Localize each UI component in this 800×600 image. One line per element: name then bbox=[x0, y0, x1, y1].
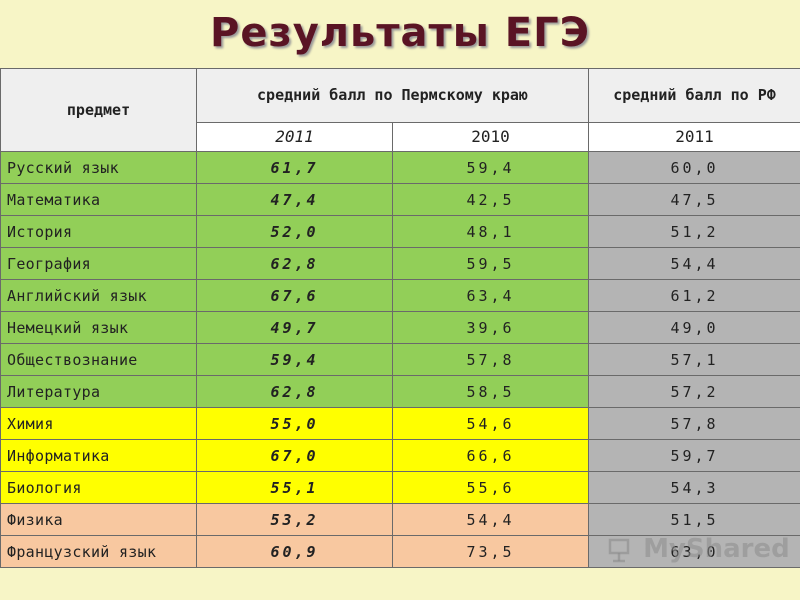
results-table: предмет средний балл по Пермскому краю с… bbox=[0, 68, 800, 568]
watermark-text: MyShared bbox=[643, 534, 790, 564]
table-row: География 62,8 59,5 54,4 bbox=[0, 247, 800, 280]
table-row: Информатика 67,0 66,6 59,7 bbox=[0, 439, 800, 472]
table-row: Биология 55,1 55,6 54,3 bbox=[0, 471, 800, 504]
header-perm-avg: средний балл по Пермскому краю bbox=[196, 68, 589, 123]
perm-2011-cell: 60,9 bbox=[196, 535, 393, 568]
table-row: Английский язык 67,6 63,4 61,2 bbox=[0, 279, 800, 312]
table-row: История 52,0 48,1 51,2 bbox=[0, 215, 800, 248]
rf-2011-cell: 57,1 bbox=[588, 343, 800, 376]
perm-2010-cell: 59,4 bbox=[392, 151, 589, 184]
rf-2011-cell: 51,5 bbox=[588, 503, 800, 536]
subject-cell: Литература bbox=[0, 375, 197, 408]
rf-2011-cell: 57,2 bbox=[588, 375, 800, 408]
rf-2011-cell: 47,5 bbox=[588, 183, 800, 216]
perm-2011-cell: 52,0 bbox=[196, 215, 393, 248]
perm-2010-cell: 48,1 bbox=[392, 215, 589, 248]
subject-cell: Биология bbox=[0, 471, 197, 504]
perm-2011-cell: 59,4 bbox=[196, 343, 393, 376]
table-row: Немецкий язык 49,7 39,6 49,0 bbox=[0, 311, 800, 344]
perm-2010-cell: 54,6 bbox=[392, 407, 589, 440]
subject-cell: Математика bbox=[0, 183, 197, 216]
subject-cell: Обществознание bbox=[0, 343, 197, 376]
perm-2010-cell: 58,5 bbox=[392, 375, 589, 408]
table-row: Химия 55,0 54,6 57,8 bbox=[0, 407, 800, 440]
page-title: Результаты ЕГЭ bbox=[210, 10, 590, 56]
subject-cell: Французский язык bbox=[0, 535, 197, 568]
rf-2011-cell: 49,0 bbox=[588, 311, 800, 344]
watermark: MyShared bbox=[608, 534, 790, 564]
header-year-perm-2011: 2011 bbox=[196, 121, 393, 153]
rf-2011-cell: 61,2 bbox=[588, 279, 800, 312]
table-row: Обществознание 59,4 57,8 57,1 bbox=[0, 343, 800, 376]
perm-2010-cell: 66,6 bbox=[392, 439, 589, 472]
table-row: Математика 47,4 42,5 47,5 bbox=[0, 183, 800, 216]
perm-2011-cell: 55,1 bbox=[196, 471, 393, 504]
subject-cell: Информатика bbox=[0, 439, 197, 472]
table-row: Русский язык 61,7 59,4 60,0 bbox=[0, 151, 800, 184]
perm-2011-cell: 61,7 bbox=[196, 151, 393, 184]
perm-2011-cell: 55,0 bbox=[196, 407, 393, 440]
rf-2011-cell: 60,0 bbox=[588, 151, 800, 184]
header-year-rf-2011: 2011 bbox=[588, 121, 800, 153]
table-row: Французский язык 60,9 73,5 63,0 bbox=[0, 535, 800, 568]
perm-2011-cell: 67,0 bbox=[196, 439, 393, 472]
subject-cell: Русский язык bbox=[0, 151, 197, 184]
perm-2011-cell: 67,6 bbox=[196, 279, 393, 312]
subject-cell: Немецкий язык bbox=[0, 311, 197, 344]
perm-2010-cell: 54,4 bbox=[392, 503, 589, 536]
presentation-icon bbox=[608, 538, 630, 562]
rf-2011-cell: 54,3 bbox=[588, 471, 800, 504]
perm-2010-cell: 59,5 bbox=[392, 247, 589, 280]
perm-2010-cell: 39,6 bbox=[392, 311, 589, 344]
perm-2011-cell: 62,8 bbox=[196, 247, 393, 280]
perm-2011-cell: 62,8 bbox=[196, 375, 393, 408]
perm-2011-cell: 47,4 bbox=[196, 183, 393, 216]
header-subject: предмет bbox=[0, 68, 197, 152]
rf-2011-cell: 51,2 bbox=[588, 215, 800, 248]
perm-2011-cell: 53,2 bbox=[196, 503, 393, 536]
perm-2010-cell: 42,5 bbox=[392, 183, 589, 216]
table-row: Литература 62,8 58,5 57,2 bbox=[0, 375, 800, 408]
rf-2011-cell: 59,7 bbox=[588, 439, 800, 472]
perm-2010-cell: 73,5 bbox=[392, 535, 589, 568]
subject-cell: Физика bbox=[0, 503, 197, 536]
subject-cell: География bbox=[0, 247, 197, 280]
perm-2010-cell: 63,4 bbox=[392, 279, 589, 312]
perm-2011-cell: 49,7 bbox=[196, 311, 393, 344]
subject-cell: История bbox=[0, 215, 197, 248]
table-row: Физика 53,2 54,4 51,5 bbox=[0, 503, 800, 536]
results-table-body: Русский язык 61,7 59,4 60,0 Математика 47,4 42… bbox=[0, 151, 800, 568]
perm-2010-cell: 55,6 bbox=[392, 471, 589, 504]
subject-cell: Химия bbox=[0, 407, 197, 440]
rf-2011-cell: 54,4 bbox=[588, 247, 800, 280]
subject-cell: Английский язык bbox=[0, 279, 197, 312]
header-rf-avg: средний балл по РФ bbox=[588, 68, 800, 123]
perm-2010-cell: 57,8 bbox=[392, 343, 589, 376]
rf-2011-cell: 57,8 bbox=[588, 407, 800, 440]
header-year-perm-2010: 2010 bbox=[392, 121, 589, 153]
